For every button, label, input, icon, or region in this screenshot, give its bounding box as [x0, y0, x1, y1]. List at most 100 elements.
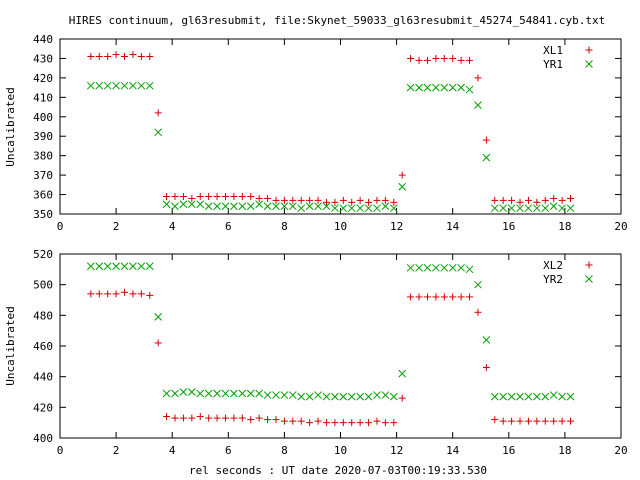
upper-panel-x-tick-label: 6: [225, 220, 232, 233]
upper-panel-series-yr1-point-b: [398, 182, 407, 191]
upper-panel-series-yr1-point: [532, 204, 541, 213]
upper-panel-series-yr1-point: [339, 204, 348, 213]
lower-panel-series-xl2-point: [423, 293, 431, 301]
lower-panel-series-yr2: [87, 262, 575, 401]
lower-panel-series-xl2-point: [339, 419, 347, 427]
upper-panel-series-yr1-point: [457, 83, 465, 92]
upper-panel-series-xl1-point: [163, 193, 171, 200]
lower-panel: Uncalibrated 0 2 4 6 8 10 12 14 16 18 20 400 420 440 4…: [4, 248, 628, 457]
lower-panel-y-tick-label: 460: [33, 340, 53, 353]
lower-panel-series-xl2-point: [255, 414, 263, 422]
upper-panel-series-yr1-point-b: [204, 202, 213, 211]
upper-panel-series-yr1-point: [196, 200, 205, 209]
lower-panel-series-yr2-legend-marker: [585, 275, 593, 283]
lower-panel-series-yr2-point: [423, 263, 432, 272]
lower-panel-series-yr2-point-b: [465, 265, 474, 274]
lower-panel-series-yr2-point: [129, 262, 137, 271]
upper-panel-series-yr1-point: [524, 204, 533, 213]
lower-panel-series-yr2-point-b: [120, 262, 129, 271]
lower-panel-series-xl2-point: [491, 416, 499, 424]
lower-panel-series-xl2-point: [306, 419, 314, 427]
upper-panel-series-yr1-point-b: [406, 83, 415, 92]
upper-panel-series-yr1-point-b: [558, 204, 566, 213]
upper-panel-series-xl1-point: [373, 196, 381, 204]
lower-panel-series-yr2-point: [221, 389, 230, 398]
lower-panel-x-tick-label: 14: [446, 444, 460, 457]
upper-panel-series-xl1-point: [264, 194, 272, 202]
lower-panel-series-yr2-point-b: [179, 388, 188, 396]
lower-panel-x-tick-label: 12: [390, 444, 403, 457]
lower-panel-series-yr2-point-b: [389, 392, 398, 401]
lower-panel-series-yr2-point: [549, 391, 558, 399]
lower-panel-series-yr2-point: [474, 280, 482, 289]
lower-panel-series-xl2-point: [331, 419, 339, 427]
lower-panel-series-yr2-point-b: [87, 262, 95, 271]
upper-panel-series-yr1-point-b: [465, 85, 474, 94]
upper-panel-x-tick-label: 18: [558, 220, 571, 233]
upper-panel-series-yr1-point: [448, 83, 457, 92]
upper-panel-series-yr1-point: [112, 81, 120, 90]
lower-panel-series-yr2-point-b: [415, 263, 423, 272]
upper-panel-series-yr1-point-b: [314, 202, 322, 211]
lower-panel-series-yr2-point: [103, 262, 112, 271]
upper-panel-series-yr1-point-b: [129, 81, 137, 90]
lower-panel-series-yr2-point: [87, 262, 95, 271]
lower-panel-series-yr2-point-b: [448, 263, 457, 272]
lower-panel-series-yr2-point: [246, 389, 255, 398]
upper-panel-series-xl1-point: [272, 196, 280, 204]
upper-panel-series-yr1-point: [238, 202, 247, 211]
lower-panel-series-xl2-point: [474, 308, 482, 316]
upper-panel-series-yr1-point: [187, 200, 196, 209]
lower-panel-series-yr2-point-b: [288, 391, 297, 399]
lower-panel-series-yr2-point-b: [381, 391, 390, 399]
upper-panel-series-yr1-point-b: [339, 204, 348, 213]
upper-panel-series-yr1-point: [120, 81, 129, 90]
lower-panel-series-xl2-point: [272, 416, 280, 424]
lower-panel-series-yr2-point-b: [137, 262, 146, 271]
upper-panel-series-yr1-point: [415, 83, 423, 92]
upper-panel-series-xl1-point: [230, 193, 238, 200]
upper-panel-y-tick-label: 360: [33, 189, 53, 202]
lower-panel-series-xl2-point: [407, 293, 415, 301]
lower-panel-series-yr2-point-b: [246, 389, 255, 398]
lower-panel-series-yr2-point: [507, 392, 516, 401]
upper-panel-series-xl1-point: [205, 193, 213, 200]
lower-panel-series-xl2-point: [524, 417, 532, 425]
lower-panel-series-xl2-point: [179, 414, 187, 422]
lower-panel-series-yr2-point-b: [171, 389, 179, 398]
lower-panel-y-tick-label: 480: [33, 309, 53, 322]
lower-panel-series-yr2-legend-label: YR2: [543, 273, 563, 286]
lower-panel-series-yr2-point: [490, 392, 499, 401]
lower-panel-series-yr2-point-b: [196, 389, 205, 398]
upper-panel-series-xl1-point: [390, 198, 398, 206]
lower-panel-series-yr2-point-b: [95, 262, 104, 271]
upper-panel-series-yr1-point: [558, 204, 566, 213]
upper-panel-series-xl1-point: [550, 194, 558, 202]
lower-panel-series-yr2-point: [288, 391, 297, 399]
upper-panel-series-yr1-point-b: [162, 200, 171, 209]
upper-panel-series-xl1-point: [491, 196, 499, 204]
lower-panel-series-yr2-point-b: [423, 263, 432, 272]
lower-panel-series-yr2-point: [145, 262, 154, 271]
upper-panel-series-xl1-point: [541, 196, 549, 204]
upper-panel-series-yr1-point: [297, 204, 306, 213]
upper-panel-series-xl1-point: [255, 194, 263, 202]
lower-panel-series-xl2-point: [121, 288, 129, 296]
upper-panel-series-xl1-point: [314, 196, 322, 204]
lower-panel-series-yr2-point: [137, 262, 146, 271]
upper-panel-series-xl1-point: [238, 193, 246, 200]
lower-panel-series-yr2-point-b: [230, 389, 238, 398]
upper-panel-series-yr1-point-b: [389, 204, 398, 213]
upper-panel-series-yr1-point-b: [103, 81, 112, 90]
lower-panel-series-yr2-point-b: [398, 369, 407, 378]
upper-panel-series-yr1-point-b: [187, 200, 196, 209]
lower-panel-series-yr2-point-b: [129, 262, 137, 271]
upper-panel-series-xl1-point: [466, 56, 474, 64]
lower-panel-series-yr2-point: [406, 263, 415, 272]
upper-panel-series-yr1-point: [204, 202, 213, 211]
lower-panel-series-xl2-point: [221, 414, 229, 422]
lower-panel-series-yr2-point: [339, 392, 348, 401]
lower-panel-series-yr2-point: [263, 391, 272, 399]
lower-panel-series-xl2: [87, 288, 575, 427]
lower-panel-series-yr2-point: [171, 389, 179, 398]
